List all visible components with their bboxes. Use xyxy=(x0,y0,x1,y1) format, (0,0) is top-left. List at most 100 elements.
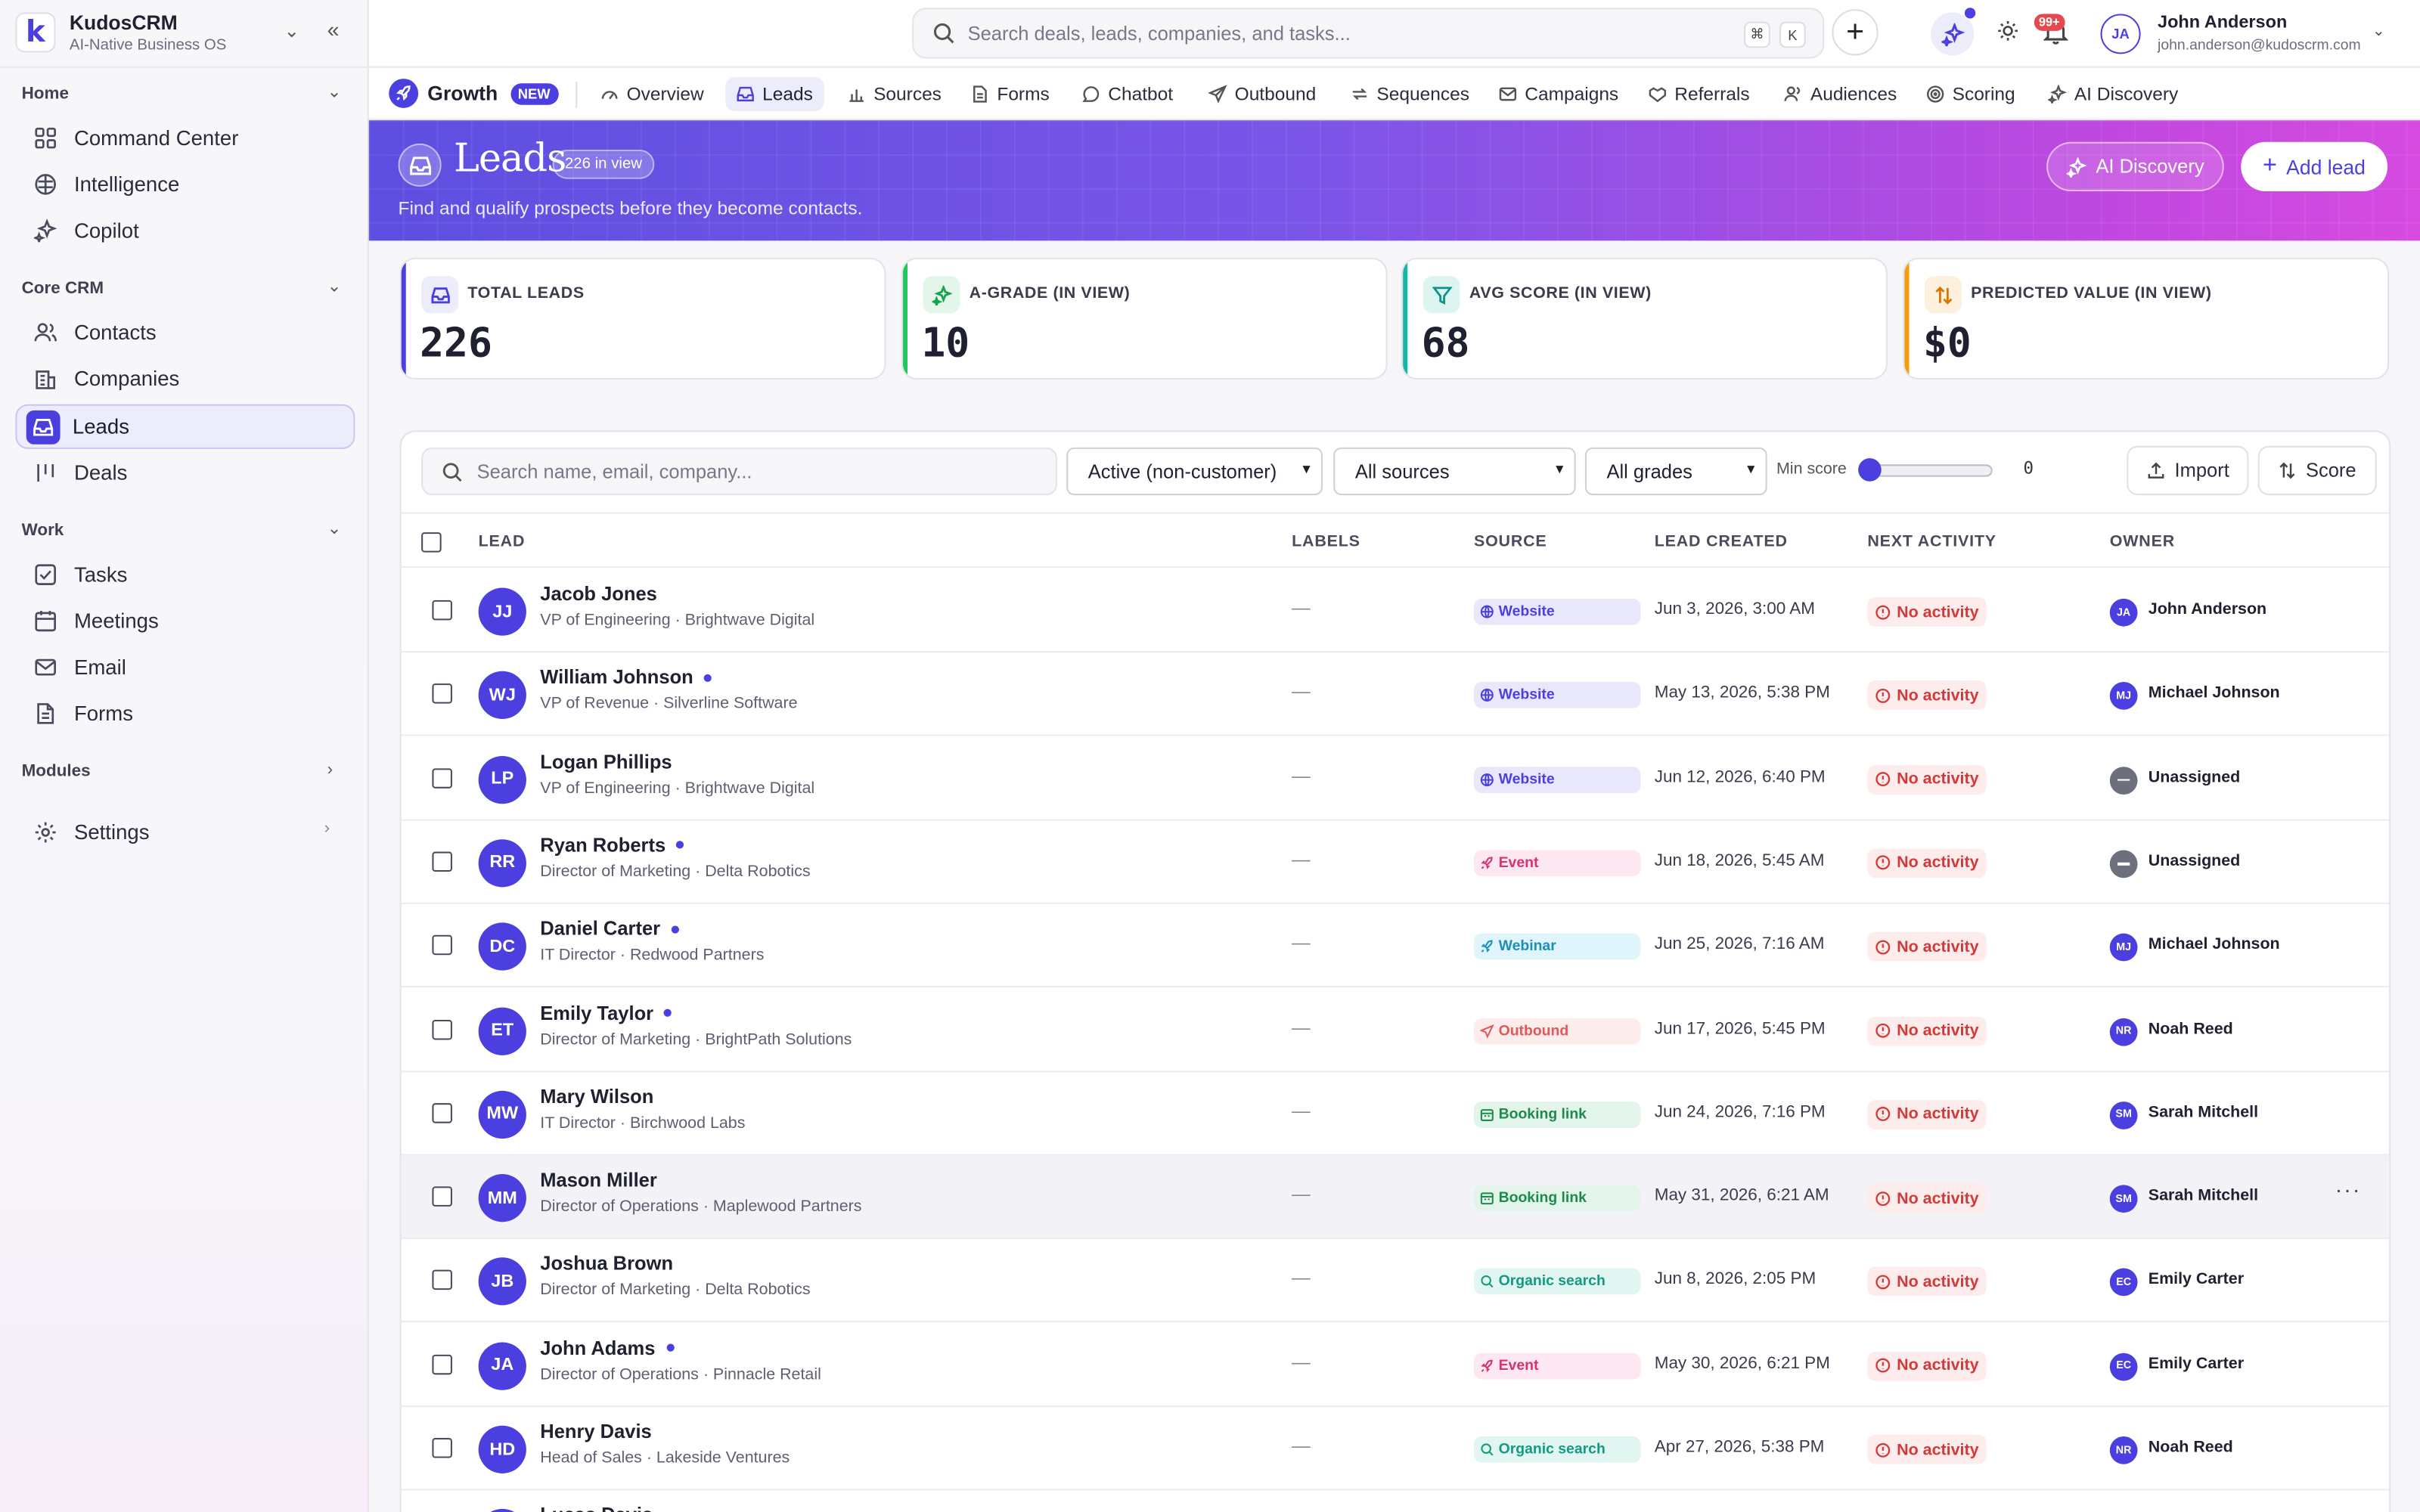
chevron-down-icon[interactable]: ⌄ xyxy=(2372,23,2385,41)
chevron-down-icon[interactable]: ⌄ xyxy=(327,519,342,539)
next-activity-badge[interactable]: No activity xyxy=(1867,596,1987,627)
chevron-right-icon[interactable]: › xyxy=(327,761,334,779)
column-header-labels[interactable]: LABELS xyxy=(1292,532,1360,551)
owner-name[interactable]: Michael Johnson xyxy=(2148,683,2280,703)
tab-sequences[interactable]: Sequences xyxy=(1339,77,1480,111)
tab-chatbot[interactable]: Chatbot xyxy=(1071,77,1184,111)
table-row[interactable]: JB Joshua Brown Director of Marketing · De… xyxy=(401,1240,2390,1323)
tab-campaigns[interactable]: Campaigns xyxy=(1488,77,1629,111)
lead-name-link[interactable]: John Adams xyxy=(540,1337,674,1359)
row-checkbox[interactable] xyxy=(432,1354,452,1374)
lead-name-link[interactable]: Lucas Davis xyxy=(540,1504,672,1512)
status-filter-select[interactable]: Active (non-customer) ▾ xyxy=(1066,447,1323,496)
row-checkbox[interactable] xyxy=(432,1102,452,1123)
sidebar-item-email[interactable]: Email xyxy=(15,645,355,689)
column-header-lead[interactable]: LEAD xyxy=(478,532,526,551)
source-filter-select[interactable]: All sources ▾ xyxy=(1333,447,1576,496)
table-row[interactable]: WJ William Johnson VP of Revenue · Silverl… xyxy=(401,653,2390,737)
sidebar-item-tasks[interactable]: Tasks xyxy=(15,553,355,597)
section-modules-label[interactable]: Modules xyxy=(21,762,91,781)
row-checkbox[interactable] xyxy=(432,600,452,621)
sidebar-item-settings[interactable]: Settings › xyxy=(15,810,355,854)
table-row[interactable]: ET Emily Taylor Director of Marketing · Br… xyxy=(401,988,2390,1072)
lead-name-link[interactable]: William Johnson xyxy=(540,667,712,689)
global-search-input[interactable]: Search deals, leads, companies, and task… xyxy=(912,8,1825,59)
row-more-actions-icon[interactable]: ··· xyxy=(2335,1177,2362,1202)
next-activity-badge[interactable]: No activity xyxy=(1867,932,1987,962)
row-checkbox[interactable] xyxy=(432,1186,452,1207)
table-row[interactable]: MM Mason Miller Director of Operations · M… xyxy=(401,1155,2390,1239)
lead-name-link[interactable]: Emily Taylor xyxy=(540,1002,672,1024)
table-row[interactable]: HD Henry Davis Head of Sales · Lakeside Ve… xyxy=(401,1407,2390,1491)
tab-audiences[interactable]: Audiences xyxy=(1773,77,1908,111)
table-row[interactable]: LP Logan Phillips VP of Engineering · Brig… xyxy=(401,737,2390,820)
score-button[interactable]: Score xyxy=(2257,445,2377,496)
sidebar-item-deals[interactable]: Deals xyxy=(15,451,355,495)
lead-name-link[interactable]: Jacob Jones xyxy=(540,583,657,605)
column-header-next-activity[interactable]: NEXT ACTIVITY xyxy=(1867,532,1996,551)
sidebar-item-companies[interactable]: Companies xyxy=(15,356,355,401)
tab-scoring[interactable]: Scoring xyxy=(1916,77,2026,111)
lead-name-link[interactable]: Joshua Brown xyxy=(540,1253,673,1275)
owner-name[interactable]: Noah Reed xyxy=(2148,1438,2233,1457)
owner-name[interactable]: Noah Reed xyxy=(2148,1018,2233,1038)
lead-name-link[interactable]: Logan Phillips xyxy=(540,751,672,773)
owner-name[interactable]: Emily Carter xyxy=(2148,1270,2245,1289)
next-activity-badge[interactable]: No activity xyxy=(1867,1015,1987,1046)
import-button[interactable]: Import xyxy=(2127,445,2250,496)
theme-toggle-sun-icon[interactable] xyxy=(1997,20,2019,42)
next-activity-badge[interactable]: No activity xyxy=(1867,1267,1987,1297)
lead-name-link[interactable]: Mary Wilson xyxy=(540,1086,653,1108)
tab-sources[interactable]: Sources xyxy=(836,77,952,111)
add-lead-button[interactable]: + Add lead xyxy=(2241,141,2387,192)
owner-name[interactable]: Michael Johnson xyxy=(2148,935,2280,954)
next-activity-badge[interactable]: No activity xyxy=(1867,1099,1987,1129)
tab-outbound[interactable]: Outbound xyxy=(1198,77,1327,111)
lead-search-input[interactable]: Search name, email, company... xyxy=(421,447,1057,496)
section-core-label[interactable]: Core CRM xyxy=(21,279,104,298)
table-row[interactable]: JJ Jacob Jones VP of Engineering · Brightw… xyxy=(401,569,2390,653)
user-avatar[interactable]: JA xyxy=(2100,14,2141,54)
row-checkbox[interactable] xyxy=(432,935,452,956)
table-row[interactable]: RR Ryan Roberts Director of Marketing · De… xyxy=(401,820,2390,904)
column-header-owner[interactable]: OWNER xyxy=(2109,532,2175,551)
next-activity-badge[interactable]: No activity xyxy=(1867,680,1987,711)
collapse-sidebar-icon[interactable]: « xyxy=(327,17,340,42)
tab-overview[interactable]: Overview xyxy=(590,77,715,111)
section-work-label[interactable]: Work xyxy=(21,521,64,541)
sidebar-item-forms[interactable]: Forms xyxy=(15,691,355,736)
lead-name-link[interactable]: Ryan Roberts xyxy=(540,835,684,856)
next-activity-badge[interactable]: No activity xyxy=(1867,1434,1987,1464)
row-checkbox[interactable] xyxy=(432,683,452,705)
table-row[interactable]: DC Daniel Carter IT Director · Redwood Par… xyxy=(401,904,2390,988)
ai-discovery-button[interactable]: AI Discovery xyxy=(2046,141,2225,192)
row-checkbox[interactable] xyxy=(432,1438,452,1458)
owner-name[interactable]: Emily Carter xyxy=(2148,1354,2245,1373)
quick-add-button[interactable]: + xyxy=(1832,9,1879,56)
table-row[interactable]: JA John Adams Director of Operations · Pin… xyxy=(401,1323,2390,1407)
chevron-down-icon[interactable]: ⌄ xyxy=(327,277,342,296)
sidebar-item-copilot[interactable]: Copilot xyxy=(15,209,355,253)
tab-referrals[interactable]: Referrals xyxy=(1637,77,1761,111)
workspace-switcher[interactable]: k KudosCRM AI-Native Business OS ⌄ « xyxy=(0,0,369,68)
owner-name[interactable]: Unassigned xyxy=(2148,767,2241,786)
row-checkbox[interactable] xyxy=(432,851,452,872)
sidebar-item-leads[interactable]: Leads xyxy=(15,404,355,449)
column-header-lead-created[interactable]: LEAD CREATED xyxy=(1654,532,1788,551)
tab-forms[interactable]: Forms xyxy=(960,77,1060,111)
ai-assistant-button[interactable] xyxy=(1931,12,1975,56)
lead-name-link[interactable]: Mason Miller xyxy=(540,1170,657,1191)
next-activity-badge[interactable]: No activity xyxy=(1867,848,1987,878)
tab-leads[interactable]: Leads xyxy=(725,77,824,111)
owner-name[interactable]: Sarah Mitchell xyxy=(2148,1186,2259,1206)
select-all-checkbox[interactable] xyxy=(421,532,442,553)
chevron-down-icon[interactable]: ⌄ xyxy=(327,83,342,102)
lead-name-link[interactable]: Daniel Carter xyxy=(540,919,679,940)
chevron-down-icon[interactable]: ⌄ xyxy=(284,20,300,42)
next-activity-badge[interactable]: No activity xyxy=(1867,1351,1987,1380)
lead-name-link[interactable]: Henry Davis xyxy=(540,1421,651,1443)
owner-name[interactable]: John Anderson xyxy=(2148,600,2267,619)
column-header-source[interactable]: SOURCE xyxy=(1473,532,1547,551)
owner-name[interactable]: Sarah Mitchell xyxy=(2148,1102,2259,1122)
section-home-label[interactable]: Home xyxy=(21,85,69,104)
